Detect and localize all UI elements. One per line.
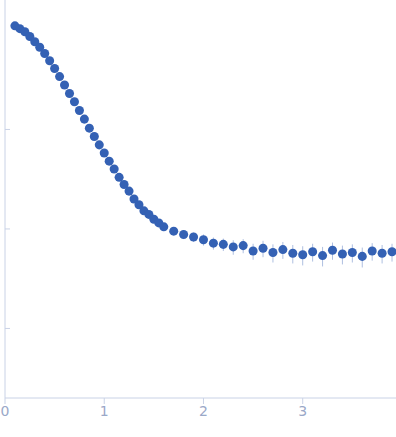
svg-text:3: 3: [298, 403, 307, 419]
svg-text:1: 1: [100, 403, 109, 419]
svg-text:2: 2: [199, 403, 208, 419]
svg-text:0: 0: [8, 403, 9, 419]
